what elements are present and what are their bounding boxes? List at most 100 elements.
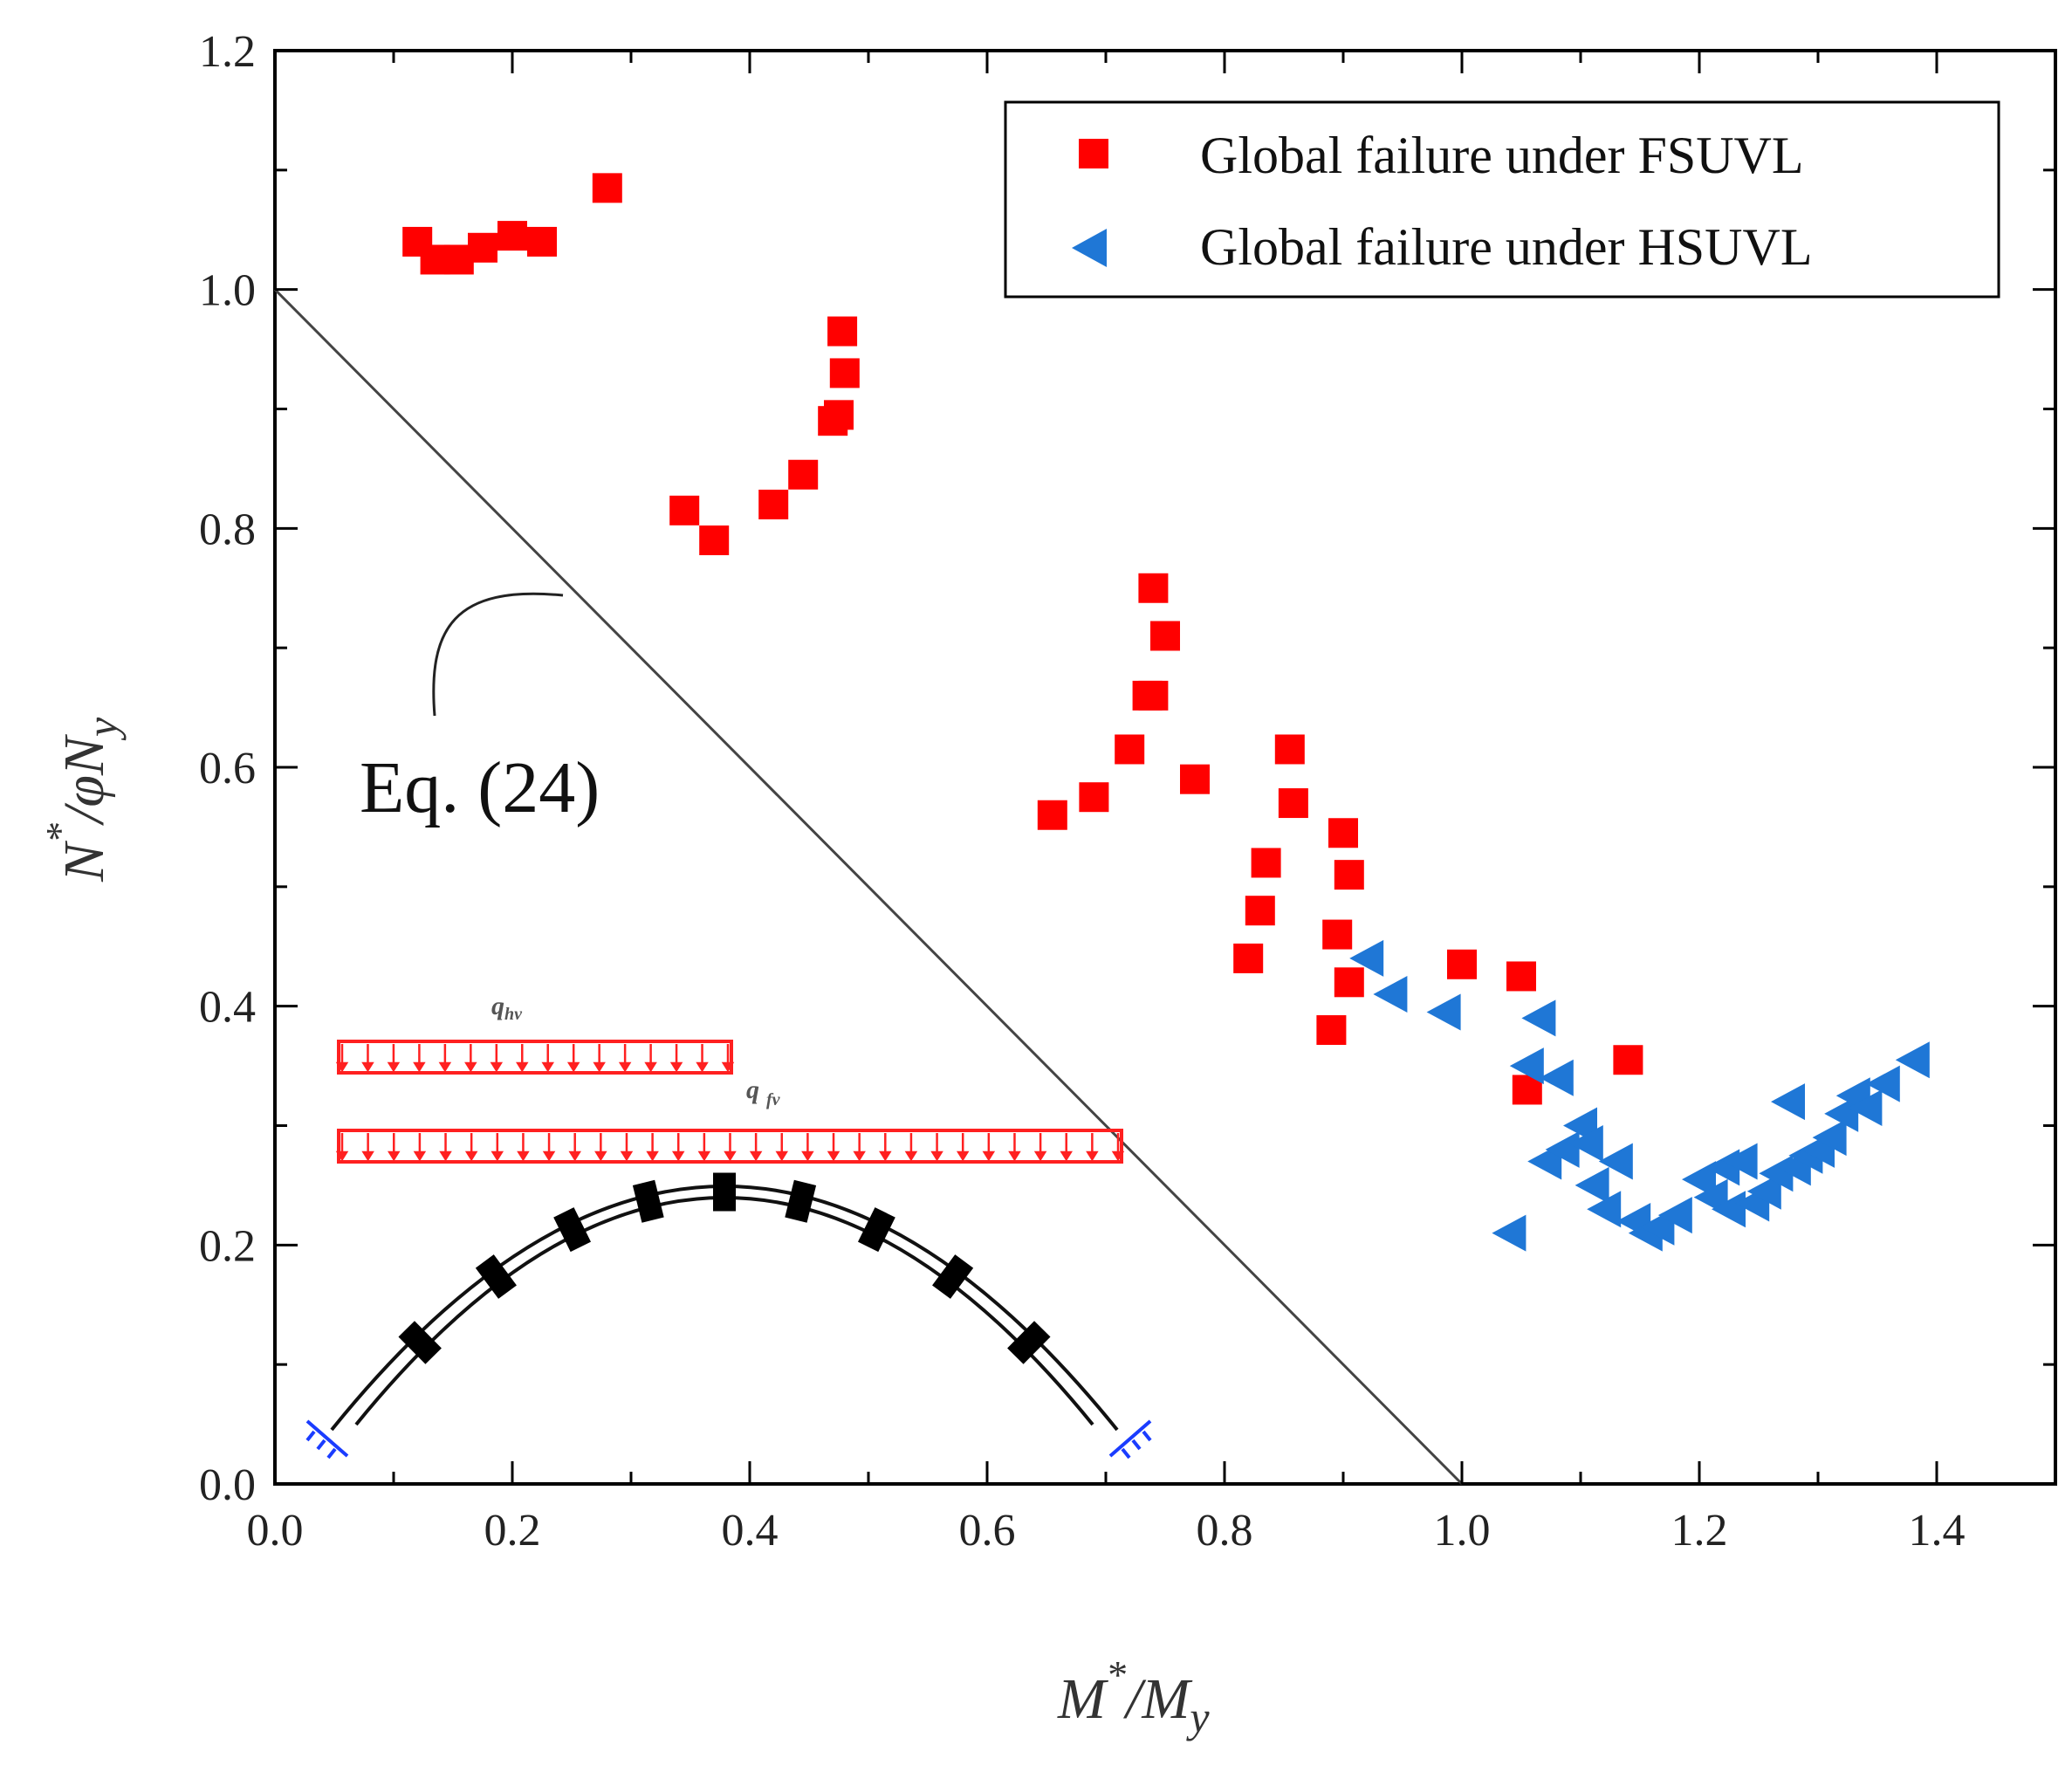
data-point-fsuvl bbox=[497, 221, 527, 251]
load-arrow-head bbox=[593, 1061, 606, 1073]
y-tick-label: 0.4 bbox=[199, 983, 256, 1033]
data-point-fsuvl bbox=[1115, 734, 1145, 765]
half-span-load bbox=[335, 1040, 735, 1075]
data-point-hsuvl bbox=[1426, 993, 1461, 1031]
data-point-fsuvl bbox=[1334, 860, 1364, 890]
load-arrow-head bbox=[464, 1061, 477, 1073]
data-point-hsuvl bbox=[1492, 1214, 1527, 1252]
data-point-hsuvl bbox=[1824, 1095, 1859, 1132]
load-arrow-head bbox=[853, 1150, 866, 1162]
load-arrow-head bbox=[749, 1150, 763, 1162]
data-point-hsuvl bbox=[1598, 1143, 1633, 1180]
load-arrow-head bbox=[439, 1150, 452, 1162]
tick-labels: 0.0 0.2 0.4 0.6 0.8 1.0 1.2 1.4 0.0 0.2 0.4 0.6 0.8 1… bbox=[199, 27, 1966, 1556]
load-arrow-head bbox=[542, 1150, 556, 1162]
data-point-fsuvl bbox=[1037, 800, 1067, 830]
load-arrow-head bbox=[541, 1061, 554, 1073]
load-arrow-head bbox=[644, 1061, 657, 1073]
series-hsuvl bbox=[1349, 939, 1930, 1252]
load-arrow-head bbox=[361, 1150, 374, 1162]
data-point-hsuvl bbox=[1587, 1191, 1622, 1228]
load-arrow-head bbox=[930, 1150, 943, 1162]
data-point-fsuvl bbox=[1447, 949, 1477, 979]
data-point-hsuvl bbox=[1848, 1089, 1883, 1126]
x-tick-label: 0.0 bbox=[247, 1506, 304, 1556]
eq24-label: Eq. (24) bbox=[360, 747, 600, 828]
arch-segment-joints bbox=[398, 1172, 1051, 1364]
load-arrow-head bbox=[879, 1150, 892, 1162]
load-arrow-head bbox=[904, 1150, 918, 1162]
data-point-fsuvl bbox=[669, 495, 700, 525]
arch-joint bbox=[553, 1207, 592, 1253]
data-point-fsuvl bbox=[1138, 680, 1169, 711]
data-point-hsuvl bbox=[1723, 1143, 1758, 1180]
full-span-load bbox=[335, 1129, 1125, 1164]
load-label-hv: qhv bbox=[491, 992, 523, 1024]
legend-marker-fsuvl bbox=[1079, 139, 1108, 168]
data-point-fsuvl bbox=[827, 316, 858, 347]
x-tick-label: 1.2 bbox=[1671, 1506, 1728, 1556]
x-tick-label: 1.0 bbox=[1434, 1506, 1491, 1556]
arch-joint bbox=[785, 1179, 817, 1223]
data-point-hsuvl bbox=[1865, 1065, 1900, 1102]
load-arrow-head bbox=[1033, 1150, 1047, 1162]
data-point-hsuvl bbox=[1812, 1119, 1847, 1157]
data-point-fsuvl bbox=[1274, 734, 1305, 765]
arch-joint bbox=[932, 1254, 974, 1299]
load-arrow-head bbox=[671, 1150, 685, 1162]
load-arrow-head bbox=[982, 1150, 996, 1162]
legend-label-fsuvl: Global failure under FSUVL bbox=[1200, 127, 1804, 184]
legend-label-hsuvl: Global failure under HSUVL bbox=[1200, 218, 1812, 276]
data-point-fsuvl bbox=[1180, 764, 1210, 794]
x-axis-title: M*/My bbox=[1057, 1652, 1210, 1741]
arch-load-schematic: qhv q fv bbox=[305, 992, 1152, 1459]
load-label-fv: q fv bbox=[746, 1075, 781, 1109]
load-arrow-head bbox=[361, 1061, 374, 1073]
load-arrow-head bbox=[669, 1061, 683, 1073]
arch-joint bbox=[475, 1254, 517, 1299]
arch-joint bbox=[713, 1172, 736, 1212]
data-point-hsuvl bbox=[1568, 1125, 1603, 1163]
data-point-fsuvl bbox=[758, 489, 789, 519]
load-arrow-head bbox=[1060, 1150, 1073, 1162]
load-arrow-head bbox=[491, 1150, 504, 1162]
load-arrow-head bbox=[721, 1061, 735, 1073]
data-point-fsuvl bbox=[1233, 943, 1264, 973]
reference-line-eq24 bbox=[273, 288, 1464, 1486]
data-point-hsuvl bbox=[1509, 1047, 1544, 1085]
data-point-fsuvl bbox=[1245, 896, 1275, 926]
data-point-fsuvl bbox=[1079, 782, 1109, 813]
load-arrow-head bbox=[697, 1150, 711, 1162]
load-arrow-head bbox=[413, 1150, 427, 1162]
data-point-fsuvl bbox=[1316, 1015, 1347, 1046]
x-tick-label: 0.4 bbox=[722, 1506, 779, 1556]
load-arrow-head bbox=[1086, 1150, 1099, 1162]
load-arrow-head bbox=[568, 1150, 581, 1162]
load-arrow-head bbox=[775, 1150, 789, 1162]
load-arrow-head bbox=[646, 1150, 659, 1162]
data-point-hsuvl bbox=[1575, 1166, 1609, 1204]
axis-ticks bbox=[273, 49, 2055, 1486]
load-arrow-head bbox=[464, 1150, 478, 1162]
load-arrow-head bbox=[566, 1061, 580, 1073]
load-arrow-head bbox=[1111, 1150, 1125, 1162]
data-point-fsuvl bbox=[699, 525, 730, 556]
data-point-fsuvl bbox=[1150, 621, 1180, 651]
load-arrow-head bbox=[438, 1061, 452, 1073]
data-point-hsuvl bbox=[1657, 1197, 1692, 1234]
x-tick-label: 0.6 bbox=[959, 1506, 1016, 1556]
load-arrow-head bbox=[387, 1061, 401, 1073]
y-tick-label: 0.2 bbox=[199, 1221, 256, 1271]
load-arrow-head bbox=[724, 1150, 737, 1162]
load-arrow-head bbox=[516, 1061, 529, 1073]
legend: Global failure under FSUVL Global failur… bbox=[1004, 100, 2000, 299]
data-point-fsuvl bbox=[592, 173, 622, 203]
data-point-fsuvl bbox=[1278, 788, 1308, 819]
load-arrow-head bbox=[956, 1150, 970, 1162]
data-point-hsuvl bbox=[1349, 939, 1384, 977]
data-point-fsuvl bbox=[468, 232, 497, 263]
data-point-fsuvl bbox=[1328, 818, 1358, 848]
data-point-hsuvl bbox=[1539, 1059, 1574, 1096]
load-arrow-head bbox=[335, 1150, 349, 1162]
